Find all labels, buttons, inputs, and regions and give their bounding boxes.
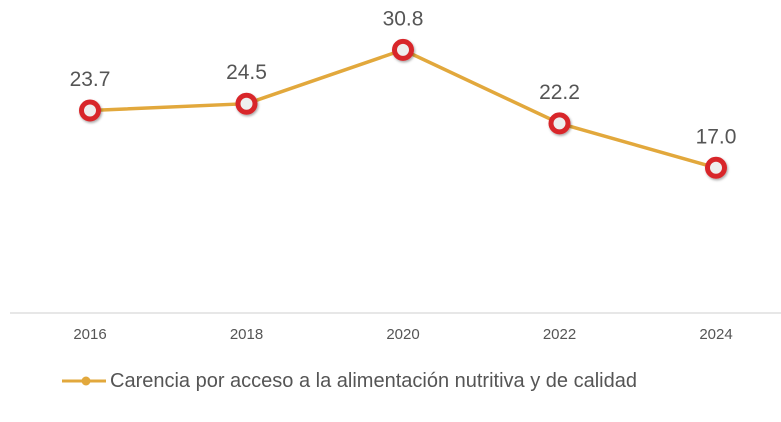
data-label: 23.7 <box>70 68 111 91</box>
data-label: 24.5 <box>226 61 267 84</box>
x-tick-label: 2022 <box>543 326 576 343</box>
marker <box>235 92 258 115</box>
data-label: 30.8 <box>383 7 424 30</box>
legend-marker <box>81 376 91 386</box>
x-tick-label: 2024 <box>699 326 732 343</box>
x-tick-label: 2018 <box>230 326 263 343</box>
data-label: 22.2 <box>539 81 580 104</box>
data-label: 17.0 <box>696 125 737 148</box>
marker <box>548 112 571 135</box>
marker <box>705 156 727 179</box>
marker <box>79 99 101 122</box>
marker <box>392 38 414 61</box>
x-tick-label: 2020 <box>386 326 419 343</box>
x-tick-label: 2016 <box>73 326 106 343</box>
series-line <box>89 47 717 170</box>
legend-label: Carencia por acceso a la alimentación nu… <box>110 370 637 392</box>
